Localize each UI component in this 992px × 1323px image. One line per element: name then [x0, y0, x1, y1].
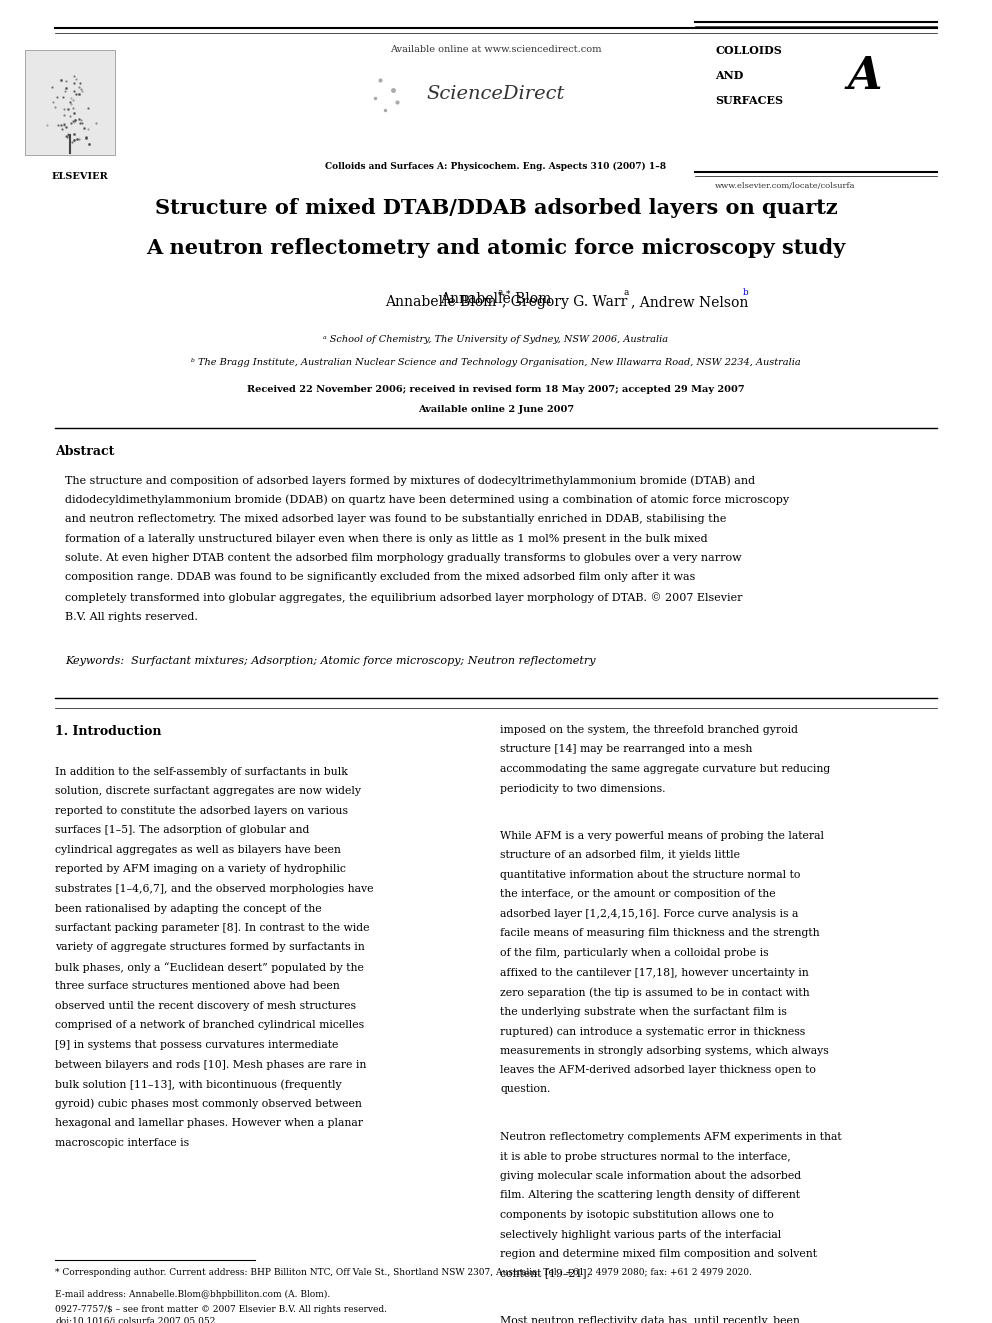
Text: ᵃ School of Chemistry, The University of Sydney, NSW 2006, Australia: ᵃ School of Chemistry, The University of…: [323, 335, 669, 344]
Text: structure [14] may be rearranged into a mesh: structure [14] may be rearranged into a …: [500, 745, 752, 754]
Text: cylindrical aggregates as well as bilayers have been: cylindrical aggregates as well as bilaye…: [55, 845, 341, 855]
Text: it is able to probe structures normal to the interface,: it is able to probe structures normal to…: [500, 1151, 791, 1162]
Text: accommodating the same aggregate curvature but reducing: accommodating the same aggregate curvatu…: [500, 763, 830, 774]
Text: substrates [1–4,6,7], and the observed morphologies have: substrates [1–4,6,7], and the observed m…: [55, 884, 374, 894]
Text: question.: question.: [500, 1085, 551, 1094]
Text: imposed on the system, the threefold branched gyroid: imposed on the system, the threefold bra…: [500, 725, 798, 736]
Text: facile means of measuring film thickness and the strength: facile means of measuring film thickness…: [500, 929, 819, 938]
Text: SURFACES: SURFACES: [715, 95, 783, 106]
Text: formation of a laterally unstructured bilayer even when there is only as little : formation of a laterally unstructured bi…: [65, 533, 707, 544]
Text: bulk solution [11–13], with bicontinuous (frequently: bulk solution [11–13], with bicontinuous…: [55, 1080, 341, 1090]
Text: a,∗: a,∗: [497, 288, 511, 296]
Text: of the film, particularly when a colloidal probe is: of the film, particularly when a colloid…: [500, 949, 769, 958]
Text: 0927-7757/$ – see front matter © 2007 Elsevier B.V. All rights reserved.: 0927-7757/$ – see front matter © 2007 El…: [55, 1304, 387, 1314]
Text: periodicity to two dimensions.: periodicity to two dimensions.: [500, 783, 666, 794]
Text: solute. At even higher DTAB content the adsorbed film morphology gradually trans: solute. At even higher DTAB content the …: [65, 553, 742, 564]
Text: A neutron reflectometry and atomic force microscopy study: A neutron reflectometry and atomic force…: [147, 238, 845, 258]
Text: surfactant packing parameter [8]. In contrast to the wide: surfactant packing parameter [8]. In con…: [55, 923, 369, 933]
FancyBboxPatch shape: [25, 50, 115, 155]
Text: ᵇ The Bragg Institute, Australian Nuclear Science and Technology Organisation, N: ᵇ The Bragg Institute, Australian Nuclea…: [191, 359, 801, 366]
Text: affixed to the cantilever [17,18], however uncertainty in: affixed to the cantilever [17,18], howev…: [500, 967, 808, 978]
Text: three surface structures mentioned above had been: three surface structures mentioned above…: [55, 982, 339, 991]
Text: [9] in systems that possess curvatures intermediate: [9] in systems that possess curvatures i…: [55, 1040, 338, 1050]
Text: Keywords:  Surfactant mixtures; Adsorption; Atomic force microscopy; Neutron ref: Keywords: Surfactant mixtures; Adsorptio…: [65, 656, 595, 665]
Text: Annabelle Blom: Annabelle Blom: [385, 295, 496, 310]
Text: completely transformed into globular aggregates, the equilibrium adsorbed layer : completely transformed into globular agg…: [65, 591, 742, 603]
Text: macroscopic interface is: macroscopic interface is: [55, 1138, 189, 1147]
Text: reported by AFM imaging on a variety of hydrophilic: reported by AFM imaging on a variety of …: [55, 864, 346, 875]
Text: and neutron reflectometry. The mixed adsorbed layer was found to be substantiall: and neutron reflectometry. The mixed ads…: [65, 515, 726, 524]
Text: b: b: [743, 288, 749, 296]
Text: While AFM is a very powerful means of probing the lateral: While AFM is a very powerful means of pr…: [500, 831, 824, 841]
Text: * Corresponding author. Current address: BHP Billiton NTC, Off Vale St., Shortla: * Corresponding author. Current address:…: [55, 1267, 752, 1277]
Text: didodecyldimethylammonium bromide (DDAB) on quartz have been determined using a : didodecyldimethylammonium bromide (DDAB)…: [65, 495, 789, 505]
Text: a: a: [624, 288, 629, 296]
Text: ELSEVIER: ELSEVIER: [52, 172, 109, 181]
Text: region and determine mixed film composition and solvent: region and determine mixed film composit…: [500, 1249, 817, 1259]
Text: zero separation (the tip is assumed to be in contact with: zero separation (the tip is assumed to b…: [500, 987, 809, 998]
Text: Annabelle Blom: Annabelle Blom: [440, 292, 552, 306]
Text: components by isotopic substitution allows one to: components by isotopic substitution allo…: [500, 1211, 774, 1220]
Text: The structure and composition of adsorbed layers formed by mixtures of dodecyltr: The structure and composition of adsorbe…: [65, 475, 755, 486]
Text: the underlying substrate when the surfactant film is: the underlying substrate when the surfac…: [500, 1007, 787, 1016]
Text: bulk phases, only a “Euclidean desert” populated by the: bulk phases, only a “Euclidean desert” p…: [55, 962, 364, 972]
Text: gyroid) cubic phases most commonly observed between: gyroid) cubic phases most commonly obser…: [55, 1098, 362, 1109]
Text: ruptured) can introduce a systematic error in thickness: ruptured) can introduce a systematic err…: [500, 1027, 806, 1036]
Text: comprised of a network of branched cylindrical micelles: comprised of a network of branched cylin…: [55, 1020, 364, 1031]
Text: B.V. All rights reserved.: B.V. All rights reserved.: [65, 611, 197, 622]
Text: COLLOIDS: COLLOIDS: [715, 45, 782, 56]
Text: E-mail address: Annabelle.Blom@bhpbilliton.com (A. Blom).: E-mail address: Annabelle.Blom@bhpbillit…: [55, 1290, 330, 1299]
Text: measurements in strongly adsorbing systems, which always: measurements in strongly adsorbing syste…: [500, 1045, 828, 1056]
Text: content [19–21].: content [19–21].: [500, 1269, 590, 1278]
Text: quantitative information about the structure normal to: quantitative information about the struc…: [500, 871, 801, 880]
Text: Received 22 November 2006; received in revised form 18 May 2007; accepted 29 May: Received 22 November 2006; received in r…: [247, 385, 745, 394]
Text: leaves the AFM-derived adsorbed layer thickness open to: leaves the AFM-derived adsorbed layer th…: [500, 1065, 815, 1076]
Text: In addition to the self-assembly of surfactants in bulk: In addition to the self-assembly of surf…: [55, 767, 348, 777]
Text: doi:10.1016/j.colsurfa.2007.05.052: doi:10.1016/j.colsurfa.2007.05.052: [55, 1316, 215, 1323]
Text: observed until the recent discovery of mesh structures: observed until the recent discovery of m…: [55, 1002, 356, 1011]
Text: hexagonal and lamellar phases. However when a planar: hexagonal and lamellar phases. However w…: [55, 1118, 363, 1129]
Text: Most neutron reflectivity data has, until recently, been: Most neutron reflectivity data has, unti…: [500, 1316, 800, 1323]
Text: A: A: [848, 56, 882, 98]
Text: between bilayers and rods [10]. Mesh phases are rare in: between bilayers and rods [10]. Mesh pha…: [55, 1060, 366, 1069]
Text: AND: AND: [715, 70, 743, 81]
Text: been rationalised by adapting the concept of the: been rationalised by adapting the concep…: [55, 904, 321, 913]
Text: adsorbed layer [1,2,4,15,16]. Force curve analysis is a: adsorbed layer [1,2,4,15,16]. Force curv…: [500, 909, 799, 919]
Text: , Gregory G. Warr: , Gregory G. Warr: [502, 295, 627, 310]
Text: the interface, or the amount or composition of the: the interface, or the amount or composit…: [500, 889, 776, 900]
Text: composition range. DDAB was found to be significantly excluded from the mixed ad: composition range. DDAB was found to be …: [65, 573, 695, 582]
Text: solution, discrete surfactant aggregates are now widely: solution, discrete surfactant aggregates…: [55, 786, 361, 796]
Text: Abstract: Abstract: [55, 445, 114, 458]
Text: surfaces [1–5]. The adsorption of globular and: surfaces [1–5]. The adsorption of globul…: [55, 826, 310, 836]
Text: www.elsevier.com/locate/colsurfa: www.elsevier.com/locate/colsurfa: [715, 183, 855, 191]
Text: , Andrew Nelson: , Andrew Nelson: [631, 295, 748, 310]
Text: selectively highlight various parts of the interfacial: selectively highlight various parts of t…: [500, 1229, 782, 1240]
Text: Available online 2 June 2007: Available online 2 June 2007: [418, 405, 574, 414]
Text: Neutron reflectometry complements AFM experiments in that: Neutron reflectometry complements AFM ex…: [500, 1132, 841, 1142]
Text: Colloids and Surfaces A: Physicochem. Eng. Aspects 310 (2007) 1–8: Colloids and Surfaces A: Physicochem. En…: [325, 161, 667, 171]
Text: film. Altering the scattering length density of different: film. Altering the scattering length den…: [500, 1191, 800, 1200]
Text: Available online at www.sciencedirect.com: Available online at www.sciencedirect.co…: [390, 45, 602, 54]
Text: ScienceDirect: ScienceDirect: [427, 85, 565, 103]
Text: Structure of mixed DTAB/DDAB adsorbed layers on quartz: Structure of mixed DTAB/DDAB adsorbed la…: [155, 198, 837, 218]
Text: 1. Introduction: 1. Introduction: [55, 725, 162, 738]
Text: structure of an adsorbed film, it yields little: structure of an adsorbed film, it yields…: [500, 851, 740, 860]
Text: giving molecular scale information about the adsorbed: giving molecular scale information about…: [500, 1171, 802, 1181]
Text: variety of aggregate structures formed by surfactants in: variety of aggregate structures formed b…: [55, 942, 365, 953]
Text: reported to constitute the adsorbed layers on various: reported to constitute the adsorbed laye…: [55, 806, 348, 816]
